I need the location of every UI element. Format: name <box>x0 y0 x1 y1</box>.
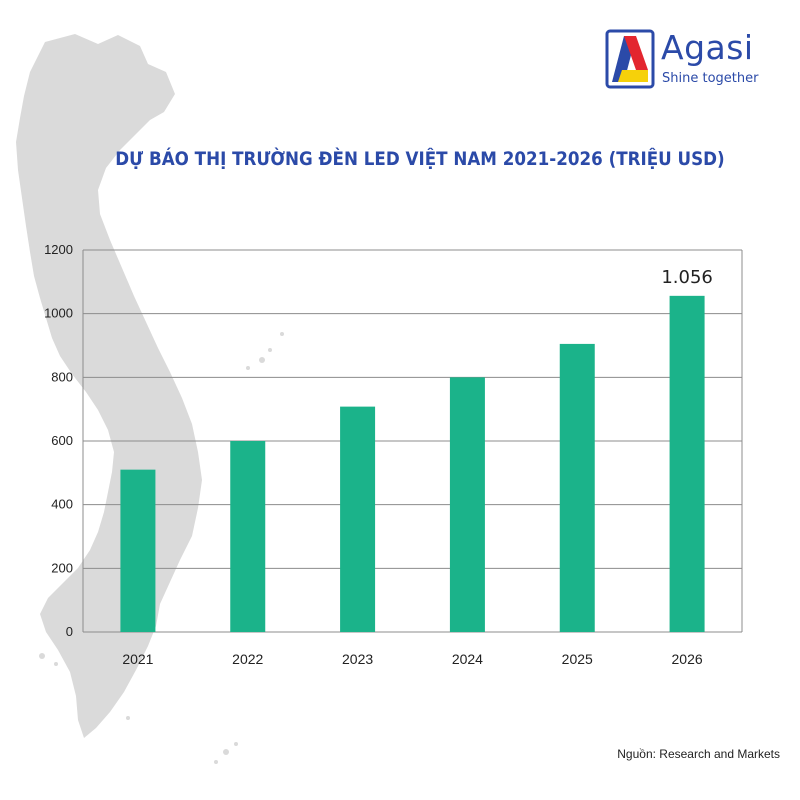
island-dot <box>39 653 45 659</box>
island-dot <box>54 662 58 666</box>
x-tick-label: 2024 <box>452 651 483 667</box>
bar-layer <box>120 295 705 632</box>
island-dot <box>280 332 284 336</box>
island-dot <box>246 366 250 370</box>
grid-layer <box>82 249 743 633</box>
island-dot <box>214 760 218 764</box>
island-dot <box>259 357 265 363</box>
chart-title: DỰ BÁO THỊ TRƯỜNG ĐÈN LED VIỆT NAM 2021-… <box>115 148 725 170</box>
island-dot <box>223 749 229 755</box>
bar-2022 <box>230 441 266 632</box>
bar-2021 <box>120 469 156 632</box>
agasi-logo-mark <box>605 29 655 89</box>
data-labels: 1.056 <box>661 267 713 288</box>
y-tick-label: 400 <box>51 497 73 512</box>
y-tick-label: 0 <box>66 624 73 639</box>
agasi-logo: Agasi Shine together <box>604 26 774 92</box>
island-dot <box>268 348 272 352</box>
bar-2026 <box>669 295 705 632</box>
x-tick-label: 2026 <box>672 651 703 667</box>
brand-name: Agasi <box>661 28 754 67</box>
x-tick-label: 2023 <box>342 651 373 667</box>
island-dot <box>234 742 238 746</box>
y-tick-label: 1200 <box>44 242 73 257</box>
vietnam-map-shape <box>16 34 202 738</box>
x-axis-ticks: 2021 2022 2023 2024 2025 2026 <box>122 651 703 667</box>
y-axis-ticks: 0 200 400 600 800 1000 1200 <box>44 242 73 639</box>
y-tick-label: 800 <box>51 369 73 384</box>
x-tick-label: 2025 <box>562 651 593 667</box>
source-note: Nguồn: Research and Markets <box>617 747 780 761</box>
x-tick-label: 2021 <box>122 651 153 667</box>
y-tick-label: 600 <box>51 433 73 448</box>
island-dot <box>126 716 130 720</box>
y-tick-label: 200 <box>51 560 73 575</box>
bar-2023 <box>340 406 376 632</box>
data-label: 1.056 <box>661 267 713 288</box>
x-tick-label: 2022 <box>232 651 263 667</box>
bar-2025 <box>559 343 595 632</box>
brand-tagline: Shine together <box>662 71 759 86</box>
bar-2024 <box>449 377 485 632</box>
y-tick-label: 1000 <box>44 306 73 321</box>
